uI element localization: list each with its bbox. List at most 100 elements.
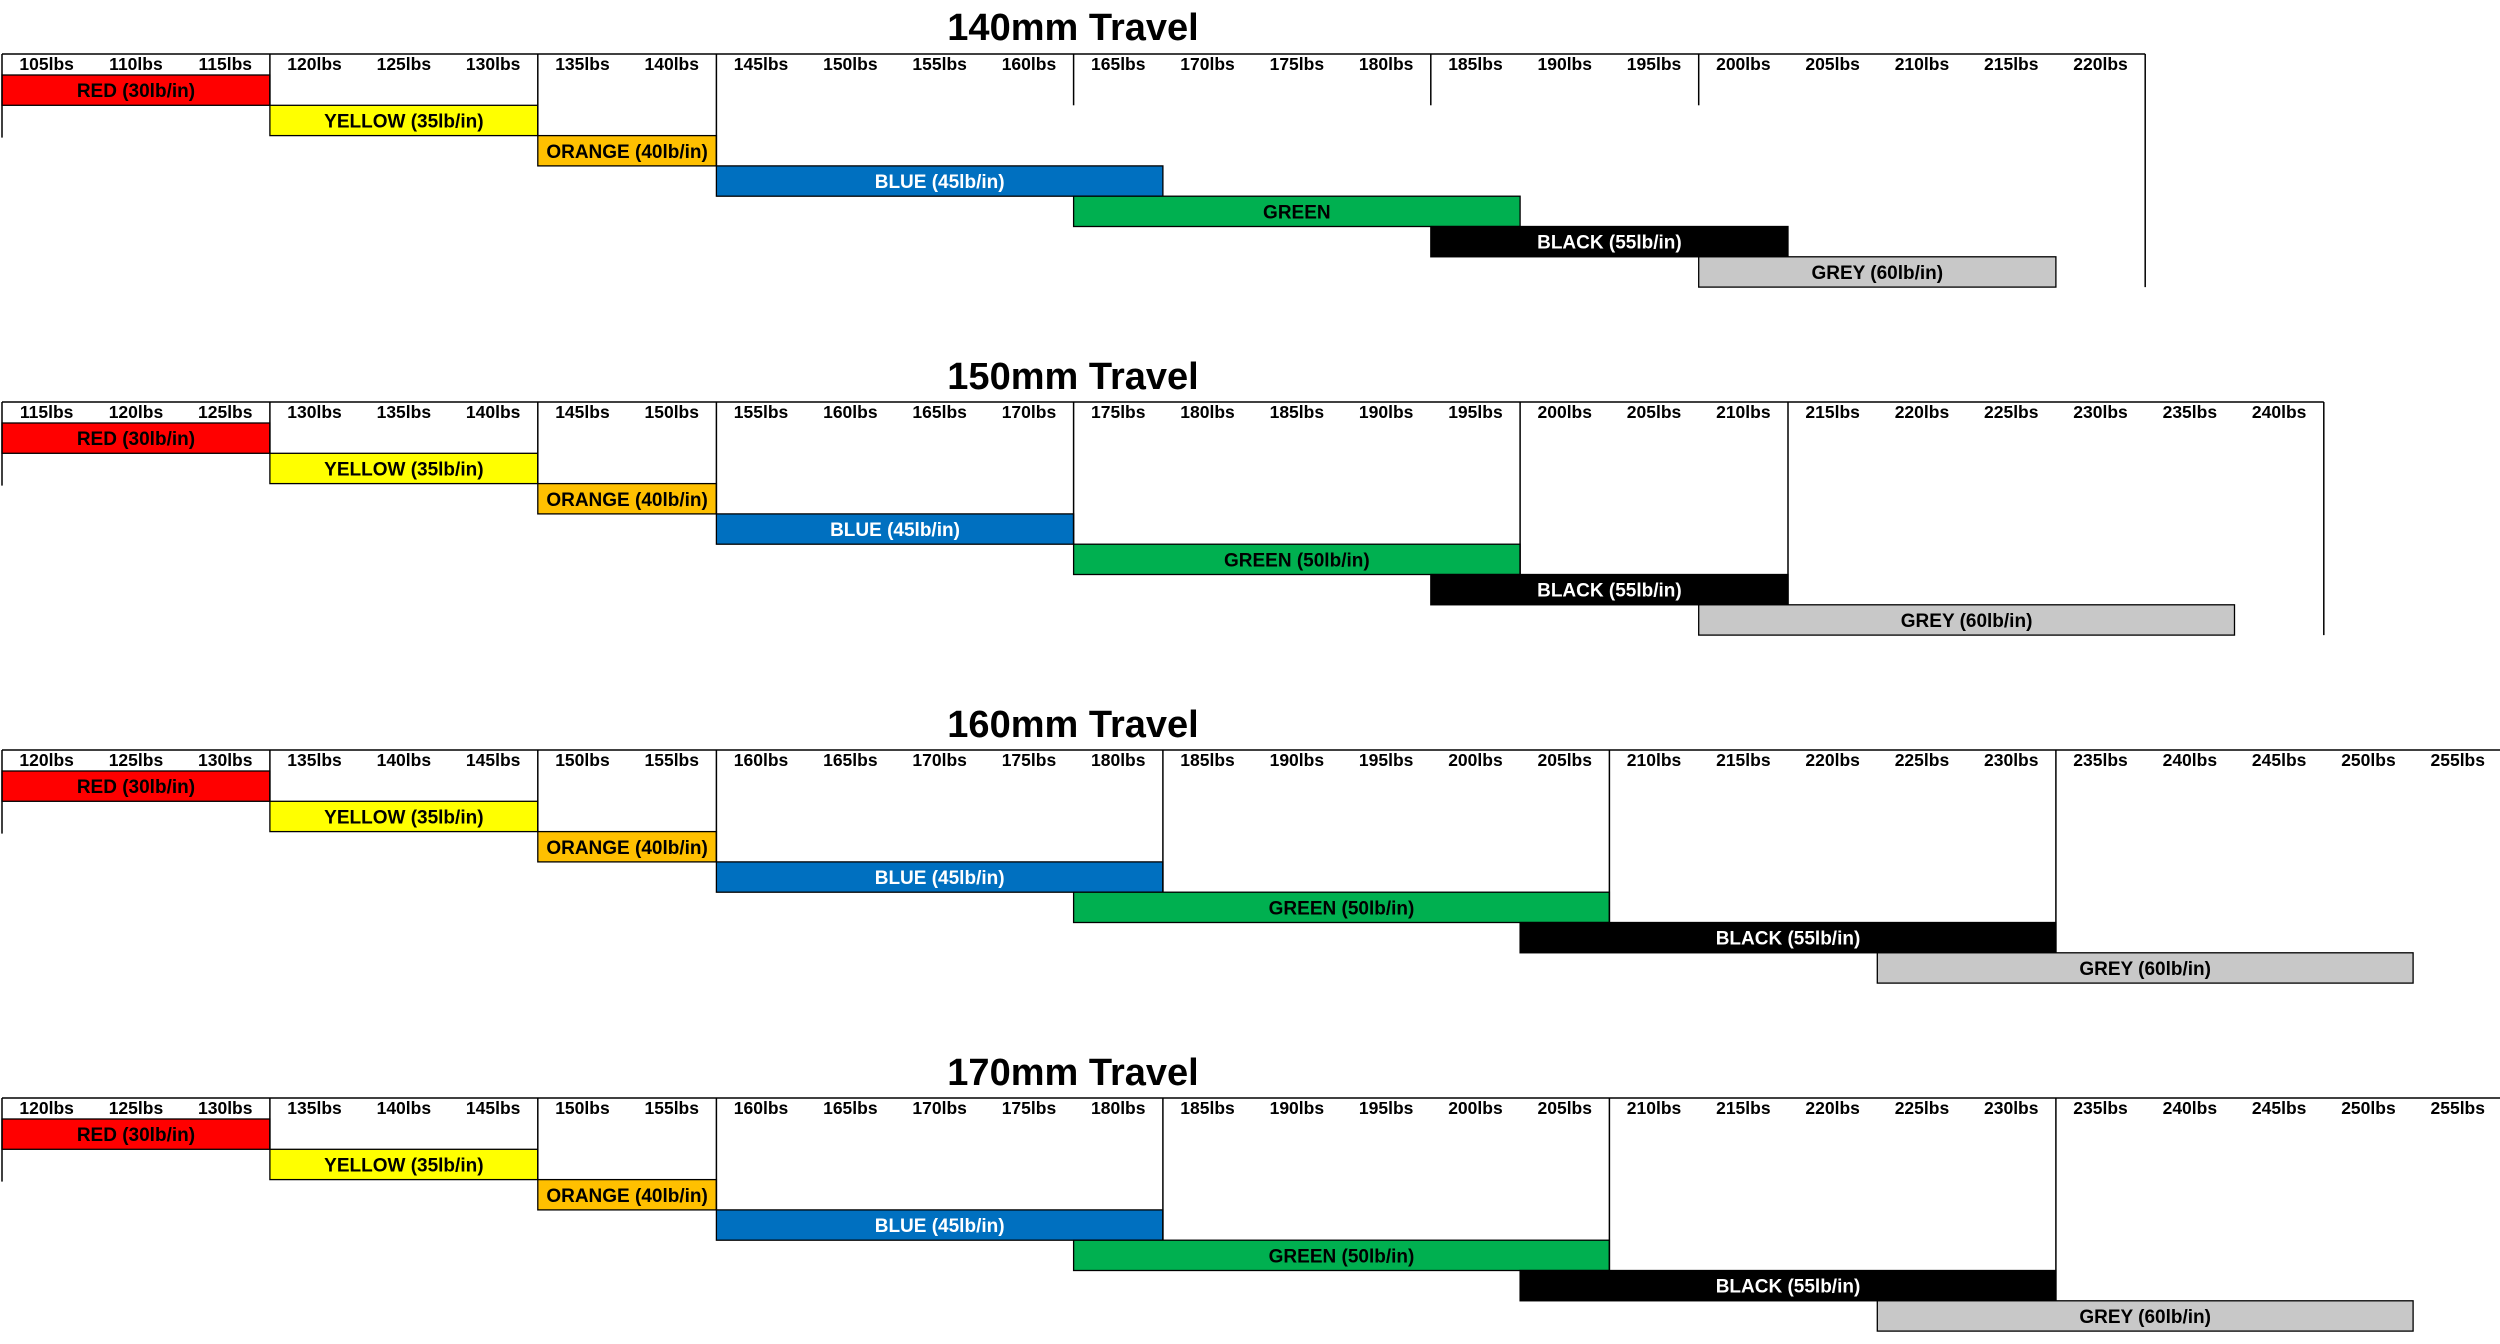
range-bar-label: GREY (60lb/in) <box>2079 1307 2211 1328</box>
weight-tick-label: 160lbs <box>1002 54 1057 74</box>
range-bar-label: RED (30lb/in) <box>77 429 195 450</box>
weight-tick-label: 185lbs <box>1448 54 1503 74</box>
range-bar <box>1430 573 1789 606</box>
range-bar-label: GREEN <box>1263 202 1331 223</box>
weight-tick-label: 180lbs <box>1091 1098 1146 1118</box>
weight-tick-label: 255lbs <box>2431 750 2486 770</box>
weight-tick-label: 165lbs <box>823 1098 878 1118</box>
range-bar-label: BLACK (55lb/in) <box>1716 1277 1861 1298</box>
weight-tick-label: 135lbs <box>287 1098 342 1118</box>
weight-tick-label: 140lbs <box>377 1098 432 1118</box>
weight-tick-label: 175lbs <box>1002 1098 1057 1118</box>
range-bar <box>1876 1300 2414 1332</box>
range-bar <box>537 830 718 863</box>
weight-tick-label: 150lbs <box>555 1098 610 1118</box>
weight-tick-label: 180lbs <box>1091 750 1146 770</box>
weight-tick-label: 145lbs <box>734 54 789 74</box>
weight-tick-label: 145lbs <box>555 402 610 422</box>
weight-tick-label: 225lbs <box>1895 1098 1950 1118</box>
range-bar <box>269 800 539 833</box>
range-bar-label: YELLOW (35lb/in) <box>324 807 483 828</box>
range-bar-label: GREY (60lb/in) <box>1901 611 2033 632</box>
range-bar-label: YELLOW (35lb/in) <box>324 1155 483 1176</box>
weight-tick-label: 190lbs <box>1270 1098 1325 1118</box>
weight-tick-label: 215lbs <box>1984 54 2039 74</box>
weight-tick-label: 120lbs <box>19 750 74 770</box>
range-bar-label: RED (30lb/in) <box>77 81 195 102</box>
weight-tick-label: 195lbs <box>1359 750 1414 770</box>
weight-tick-label: 125lbs <box>198 402 253 422</box>
weight-tick-label: 125lbs <box>109 1098 164 1118</box>
weight-tick-label: 240lbs <box>2163 750 2218 770</box>
weight-tick-label: 170lbs <box>1180 54 1235 74</box>
weight-tick-label: 235lbs <box>2163 402 2218 422</box>
weight-tick-label: 150lbs <box>555 750 610 770</box>
weight-tick-label: 105lbs <box>19 54 74 74</box>
weight-tick-label: 210lbs <box>1716 402 1771 422</box>
range-bar-label: RED (30lb/in) <box>77 777 195 798</box>
weight-tick-label: 215lbs <box>1716 750 1771 770</box>
weight-tick-label: 220lbs <box>1805 1098 1860 1118</box>
weight-tick-label: 200lbs <box>1448 1098 1503 1118</box>
range-bar <box>1698 604 2236 636</box>
weight-tick-label: 205lbs <box>1627 402 1682 422</box>
range-bar-label: BLUE (45lb/in) <box>875 868 1005 889</box>
weight-tick-label: 140lbs <box>377 750 432 770</box>
weight-tick-label: 190lbs <box>1359 402 1414 422</box>
weight-tick-label: 130lbs <box>466 54 521 74</box>
weight-tick-label: 210lbs <box>1627 1098 1682 1118</box>
weight-tick-label: 235lbs <box>2073 1098 2128 1118</box>
range-bar <box>715 513 1075 545</box>
weight-tick-label: 175lbs <box>1270 54 1325 74</box>
weight-tick-label: 125lbs <box>377 54 432 74</box>
weight-tick-label: 165lbs <box>823 750 878 770</box>
weight-tick-label: 160lbs <box>734 1098 789 1118</box>
range-bar <box>1698 256 2057 288</box>
range-bar <box>1519 921 2057 954</box>
range-bar-label: ORANGE (40lb/in) <box>546 1186 708 1207</box>
weight-tick-label: 145lbs <box>466 1098 521 1118</box>
weight-tick-label: 205lbs <box>1538 1098 1593 1118</box>
weight-tick-label: 135lbs <box>287 750 342 770</box>
range-bar-label: RED (30lb/in) <box>77 1125 195 1146</box>
weight-tick-label: 130lbs <box>198 1098 253 1118</box>
weight-tick-label: 190lbs <box>1538 54 1593 74</box>
range-bar-label: BLACK (55lb/in) <box>1537 581 1682 602</box>
weight-tick-label: 220lbs <box>2073 54 2128 74</box>
weight-tick-label: 175lbs <box>1002 750 1057 770</box>
weight-tick-label: 230lbs <box>1984 750 2039 770</box>
range-bar <box>1 770 271 802</box>
range-bar <box>715 165 1164 197</box>
weight-tick-label: 170lbs <box>912 750 967 770</box>
weight-tick-label: 185lbs <box>1270 402 1325 422</box>
weight-tick-label: 135lbs <box>377 402 432 422</box>
range-bar-label: GREY (60lb/in) <box>2079 959 2211 980</box>
weight-tick-label: 215lbs <box>1716 1098 1771 1118</box>
range-bar <box>1 74 271 106</box>
range-bar <box>715 861 1164 893</box>
weight-tick-label: 130lbs <box>198 750 253 770</box>
weight-tick-label: 210lbs <box>1627 750 1682 770</box>
weight-tick-label: 245lbs <box>2252 750 2307 770</box>
range-bar <box>1876 952 2414 984</box>
weight-tick-label: 205lbs <box>1805 54 1860 74</box>
chart-3: 170mm Travel RED (30lb/in) YELLOW (35lb/in… <box>1 1052 2500 1332</box>
weight-tick-label: 205lbs <box>1538 750 1593 770</box>
weight-tick-label: 145lbs <box>466 750 521 770</box>
weight-tick-label: 120lbs <box>19 1098 74 1118</box>
range-bar <box>1 1118 271 1150</box>
weight-tick-label: 165lbs <box>912 402 967 422</box>
weight-tick-label: 220lbs <box>1895 402 1950 422</box>
range-bar <box>1 422 271 454</box>
range-bar-label: ORANGE (40lb/in) <box>546 490 708 511</box>
range-bar-label: YELLOW (35lb/in) <box>324 111 483 132</box>
range-bar-label: GREEN (50lb/in) <box>1224 550 1370 571</box>
range-bar <box>269 104 539 137</box>
weight-tick-label: 170lbs <box>912 1098 967 1118</box>
weight-tick-label: 230lbs <box>2073 402 2128 422</box>
weight-tick-label: 155lbs <box>645 750 700 770</box>
weight-tick-label: 155lbs <box>645 1098 700 1118</box>
range-bar-label: BLUE (45lb/in) <box>830 520 960 541</box>
